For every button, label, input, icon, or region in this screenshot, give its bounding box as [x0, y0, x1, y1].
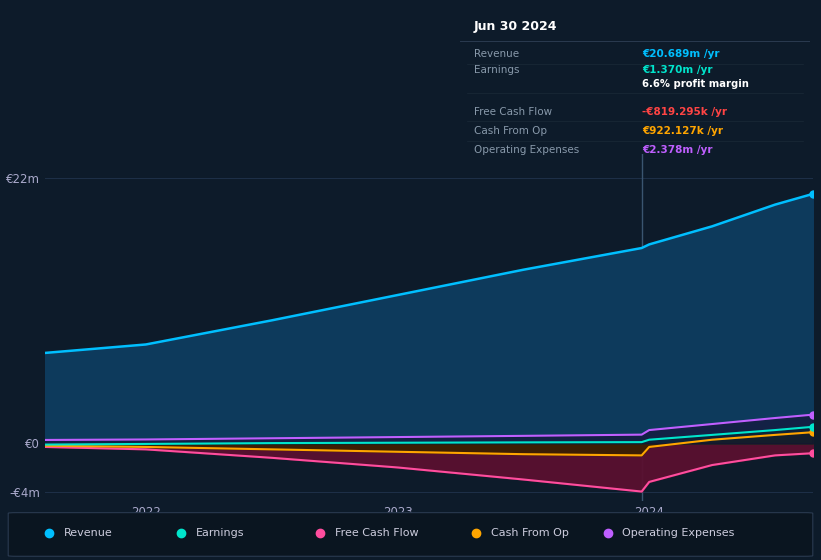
Text: -€819.295k /yr: -€819.295k /yr — [642, 107, 727, 117]
Text: Free Cash Flow: Free Cash Flow — [335, 529, 419, 538]
Text: Revenue: Revenue — [64, 529, 112, 538]
Text: Cash From Op: Cash From Op — [491, 529, 569, 538]
Text: Jun 30 2024: Jun 30 2024 — [474, 20, 557, 32]
Text: Operating Expenses: Operating Expenses — [474, 146, 580, 155]
Text: Earnings: Earnings — [474, 66, 520, 76]
Text: €20.689m /yr: €20.689m /yr — [642, 49, 719, 59]
Text: Free Cash Flow: Free Cash Flow — [474, 107, 553, 117]
Text: €1.370m /yr: €1.370m /yr — [642, 66, 713, 76]
Text: €2.378m /yr: €2.378m /yr — [642, 146, 713, 155]
Text: Cash From Op: Cash From Op — [474, 126, 547, 136]
Text: 6.6% profit margin: 6.6% profit margin — [642, 79, 749, 89]
Text: Revenue: Revenue — [474, 49, 519, 59]
Text: Operating Expenses: Operating Expenses — [622, 529, 735, 538]
Text: Earnings: Earnings — [195, 529, 244, 538]
Text: €922.127k /yr: €922.127k /yr — [642, 126, 723, 136]
FancyBboxPatch shape — [8, 512, 813, 556]
